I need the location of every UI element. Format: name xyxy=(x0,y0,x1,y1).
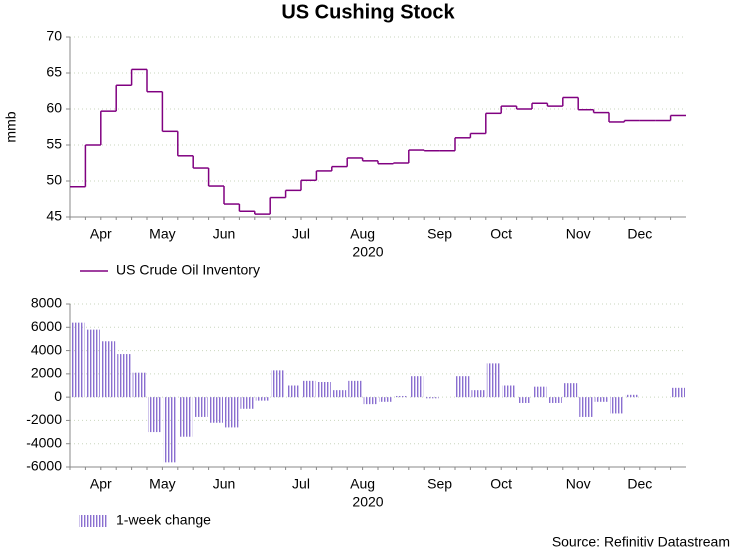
x-tick-label: Oct xyxy=(490,226,512,242)
bar xyxy=(317,382,331,398)
bar xyxy=(194,397,208,417)
x-tick-label: May xyxy=(149,476,175,492)
bar xyxy=(502,385,516,398)
y-tick-label: -2000 xyxy=(26,411,62,427)
y-axis-label: mmb xyxy=(3,111,19,142)
bar xyxy=(117,354,131,398)
x-tick-label: Apr xyxy=(90,476,112,492)
x-tick-label: Sep xyxy=(427,226,452,242)
x-tick-label: Dec xyxy=(627,226,652,242)
bar xyxy=(517,397,531,403)
bar xyxy=(240,397,254,409)
bar xyxy=(379,397,393,402)
bar xyxy=(409,376,424,398)
y-tick-label: 4000 xyxy=(31,341,62,357)
bar xyxy=(471,390,485,398)
bar xyxy=(579,397,593,417)
y-tick-label: 70 xyxy=(46,28,62,44)
bar xyxy=(610,397,624,414)
x-axis-label: 2020 xyxy=(352,244,383,260)
bar xyxy=(178,397,193,437)
bar xyxy=(671,387,685,398)
bar xyxy=(348,380,362,398)
bar xyxy=(148,397,162,433)
y-tick-label: 8000 xyxy=(31,295,62,311)
y-tick-label: 45 xyxy=(46,208,62,224)
y-tick-label: 55 xyxy=(46,136,62,152)
y-tick-label: 6000 xyxy=(31,318,62,334)
x-tick-label: Jun xyxy=(213,226,236,242)
bar xyxy=(71,322,85,398)
y-tick-label: 0 xyxy=(54,388,62,404)
bar xyxy=(563,383,578,398)
bar xyxy=(286,385,300,398)
y-tick-label: -4000 xyxy=(26,434,62,450)
x-tick-label: Jul xyxy=(292,476,310,492)
bar xyxy=(394,395,408,398)
bar xyxy=(456,376,470,398)
bar xyxy=(594,397,608,402)
bar xyxy=(255,397,270,401)
bar xyxy=(533,386,547,398)
bar xyxy=(163,397,177,463)
chart-title: US Cushing Stock xyxy=(281,1,455,23)
x-tick-label: Aug xyxy=(350,226,375,242)
x-tick-label: Apr xyxy=(90,226,112,242)
legend-label: US Crude Oil Inventory xyxy=(116,262,260,278)
bar xyxy=(363,397,377,405)
y-tick-label: 2000 xyxy=(31,365,62,381)
x-tick-label: Jul xyxy=(292,226,310,242)
x-tick-label: Oct xyxy=(490,476,512,492)
bar xyxy=(86,329,100,398)
y-tick-label: 65 xyxy=(46,64,62,80)
bar xyxy=(302,380,316,398)
bar xyxy=(548,397,562,403)
x-tick-label: Nov xyxy=(566,476,591,492)
x-tick-label: Jun xyxy=(213,476,236,492)
x-tick-label: Sep xyxy=(427,476,452,492)
source-note: Source: Refinitiv Datastream xyxy=(552,534,730,550)
y-tick-label: -6000 xyxy=(26,458,62,474)
bar xyxy=(209,397,223,423)
x-tick-label: Nov xyxy=(566,226,591,242)
bar xyxy=(425,397,439,399)
bar xyxy=(101,341,116,398)
legend-swatch xyxy=(79,515,108,527)
bar xyxy=(332,390,347,398)
bar xyxy=(486,363,501,398)
y-tick-label: 60 xyxy=(46,100,62,116)
x-tick-label: Dec xyxy=(627,476,652,492)
bar xyxy=(225,397,239,428)
x-tick-label: May xyxy=(149,226,175,242)
bar xyxy=(132,372,146,398)
x-axis-label: 2020 xyxy=(352,494,383,510)
legend-label: 1-week change xyxy=(116,512,211,528)
bar xyxy=(625,394,639,398)
bar xyxy=(271,370,285,398)
x-tick-label: Aug xyxy=(350,476,375,492)
y-tick-label: 50 xyxy=(46,172,62,188)
